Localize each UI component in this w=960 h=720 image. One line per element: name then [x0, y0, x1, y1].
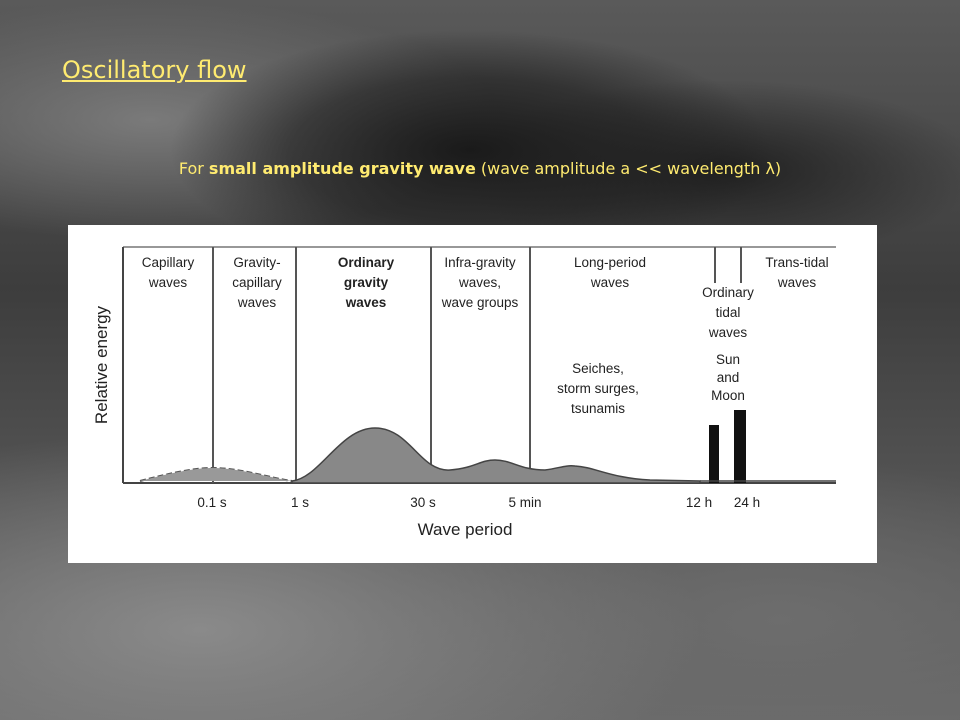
band-label-line: Ordinary: [702, 285, 754, 300]
band-label-line: Capillary: [142, 255, 195, 270]
band-label-line: waves: [708, 325, 748, 340]
x-tick-label: 24 h: [734, 495, 760, 510]
x-tick-label: 30 s: [410, 495, 436, 510]
band-label-line: Trans-tidal: [765, 255, 828, 270]
band-label-line: waves: [148, 275, 188, 290]
tidal-spike: [734, 410, 746, 483]
band-label-line: waves: [777, 275, 817, 290]
annotation-line: Moon: [711, 388, 745, 403]
band-label: Ordinary gravity waves: [338, 255, 395, 310]
annotation-line: storm surges,: [557, 381, 639, 396]
slide-subtitle: For small amplitude gravity wave (wave a…: [0, 159, 960, 178]
x-tick-label: 1 s: [291, 495, 309, 510]
subtitle-emphasis: small amplitude gravity wave: [208, 159, 476, 178]
band-label-line: Long-period: [574, 255, 646, 270]
x-axis-label: Wave period: [418, 520, 513, 539]
annotation-line: and: [717, 370, 740, 385]
x-tick-label: 0.1 s: [197, 495, 227, 510]
band-label-line: capillary: [232, 275, 282, 290]
x-tick-label: 5 min: [508, 495, 541, 510]
band-label-line: wave groups: [441, 295, 519, 310]
band-label-line: Gravity-: [233, 255, 280, 270]
x-tick-label: 12 h: [686, 495, 712, 510]
slide-title: Oscillatory flow: [62, 56, 247, 84]
capillary-fill: [140, 468, 292, 481]
subtitle-lead: For: [178, 159, 209, 178]
annotation-line: tsunamis: [571, 401, 625, 416]
band-label-line: Infra-gravity: [444, 255, 516, 270]
energy-spectrum: [291, 427, 701, 484]
label-background: [697, 283, 761, 343]
band-label: Gravity-capillary waves: [232, 255, 282, 310]
subtitle-rest: (wave amplitude a << wavelength λ): [475, 159, 782, 178]
band-label: Trans-tidal waves: [765, 255, 828, 290]
annotation: Seiches, storm surges, tsunamis: [557, 361, 639, 416]
band-label: Long-period waves: [574, 255, 646, 290]
band-label-line: waves: [590, 275, 630, 290]
band-dividers: [212, 247, 742, 483]
band-label-line: tidal: [716, 305, 741, 320]
annotation-line: Seiches,: [572, 361, 624, 376]
band-label: Infra-gravity waves, wave groups: [441, 255, 519, 310]
band-label-line: Ordinary: [338, 255, 395, 270]
band-label: Capillary waves: [142, 255, 195, 290]
y-axis-label: Relative energy: [92, 305, 111, 424]
band-label-line: waves,: [458, 275, 501, 290]
band-label-line: waves: [237, 295, 277, 310]
tidal-spike: [709, 425, 719, 483]
band-label-line: waves: [345, 295, 387, 310]
annotation-line: Sun: [716, 352, 740, 367]
annotation: Sun and Moon: [711, 352, 745, 403]
band-label: Ordinary tidal waves: [702, 285, 754, 340]
figure-background: [68, 225, 877, 563]
band-label-line: gravity: [344, 275, 389, 290]
